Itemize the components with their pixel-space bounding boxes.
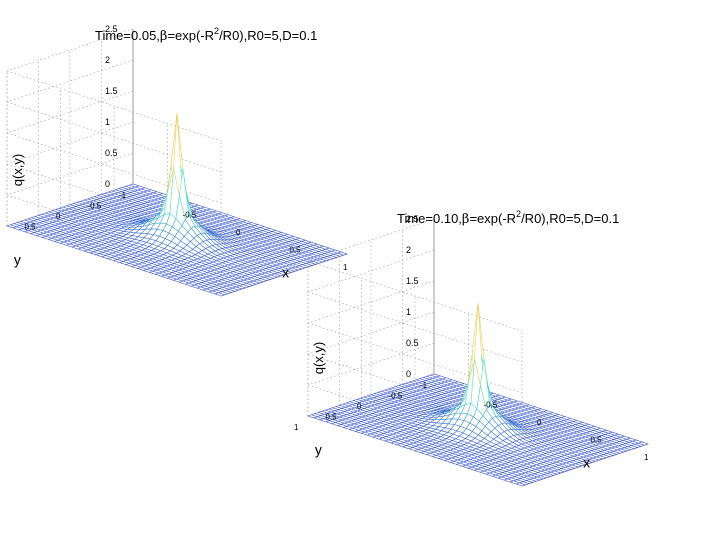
x-tick-label: 0.5 [290, 246, 302, 255]
x-tick-label: 1 [343, 263, 348, 272]
z-tick-label: 2 [105, 55, 110, 65]
surface-plot-2: 00.511.522.5-0.500.51-1-0.500.51xyq(x,y)… [294, 209, 649, 486]
x-tick-label: 0.5 [591, 436, 603, 445]
z-tick-label: 1.5 [406, 276, 419, 286]
y-tick-label: 0 [357, 402, 362, 411]
z-gridline [7, 71, 221, 141]
z-gridline [308, 261, 522, 331]
y-axis-label: y [315, 442, 322, 458]
y-tick-label: -1 [119, 191, 127, 200]
surface-mesh [308, 304, 648, 487]
y-tick-label: 0.5 [326, 413, 338, 422]
z-tick-label: 0 [105, 179, 110, 189]
z-axis-label: q(x,y) [10, 154, 25, 187]
z-tick-label: 1 [105, 117, 110, 127]
chart-title: Time=0.10,β=exp(-R2/R0),R0=5,D=0.1 [397, 209, 619, 227]
z-tick-label: 0.5 [105, 148, 118, 158]
x-tick-label: 0 [236, 228, 241, 237]
chart-title: Time=0.05,β=exp(-R2/R0),R0=5,D=0.1 [95, 26, 317, 44]
x-axis-label: x [583, 455, 590, 471]
y-tick-label: 0 [56, 212, 61, 221]
y-tick-label: -0.5 [88, 202, 102, 211]
x-tick-label: 0 [537, 418, 542, 427]
y-axis-label: y [14, 252, 21, 268]
surface-mesh [7, 114, 347, 297]
y-tick-label: 0.5 [25, 223, 37, 232]
y-tick-label: -1 [420, 381, 428, 390]
z-tick-label: 1.5 [105, 86, 118, 96]
y-tick-label: 1 [294, 423, 299, 432]
x-tick-label: -0.5 [484, 401, 498, 410]
surface-plot-1: 00.511.522.5-0.500.51-1-0.500.51xyq(x,y)… [0, 24, 348, 296]
z-axis-label: q(x,y) [311, 342, 326, 375]
z-tick-label: 1 [406, 307, 411, 317]
x-tick-label: -0.5 [183, 211, 197, 220]
z-tick-label: 0.5 [406, 338, 419, 348]
x-tick-label: 1 [644, 453, 649, 462]
z-tick-label: 0 [406, 369, 411, 379]
x-axis-label: x [282, 265, 289, 281]
y-tick-label: -0.5 [389, 392, 403, 401]
z-tick-label: 2 [406, 245, 411, 255]
